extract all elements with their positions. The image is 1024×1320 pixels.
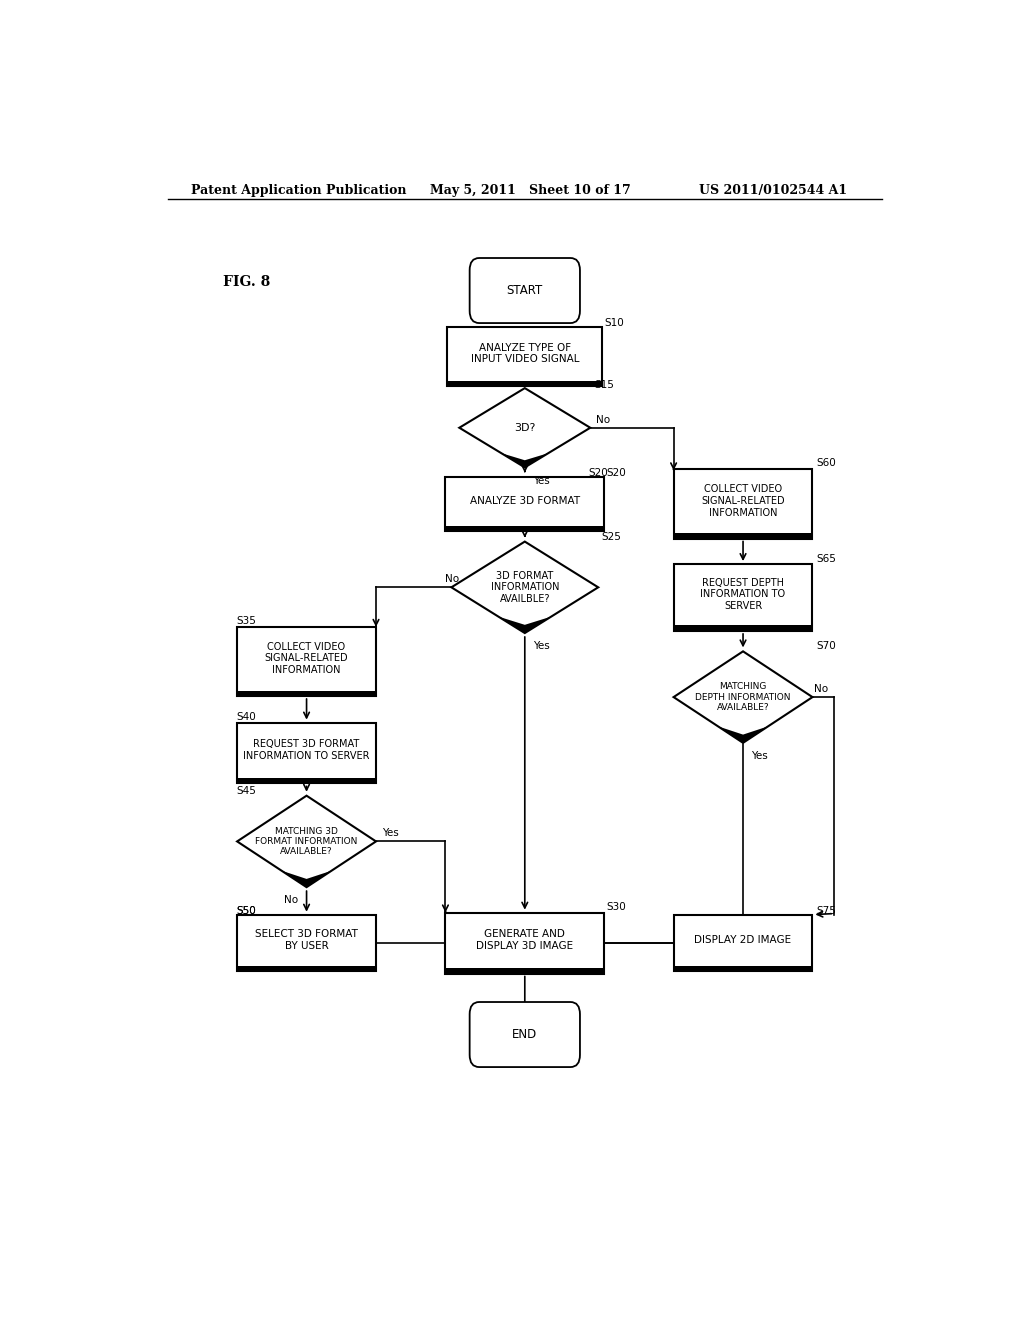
Text: FIG. 8: FIG. 8	[223, 276, 270, 289]
Bar	[674, 565, 812, 631]
Polygon shape	[499, 616, 551, 634]
Bar	[674, 915, 812, 972]
Text: S30: S30	[606, 903, 627, 912]
Text: No: No	[814, 684, 828, 694]
Bar	[674, 966, 812, 972]
Text: Yes: Yes	[751, 751, 768, 762]
Text: S50: S50	[237, 906, 256, 916]
Text: S10: S10	[604, 318, 624, 329]
Bar	[238, 966, 376, 972]
Text: Patent Application Publication: Patent Application Publication	[191, 183, 407, 197]
Bar	[445, 969, 604, 974]
Text: S15: S15	[595, 380, 614, 389]
Text: END: END	[512, 1028, 538, 1041]
Bar	[238, 779, 376, 784]
FancyBboxPatch shape	[470, 257, 580, 323]
Text: S40: S40	[237, 713, 256, 722]
Text: S50: S50	[237, 906, 256, 916]
Bar	[238, 690, 376, 696]
Text: S70: S70	[817, 642, 837, 651]
Polygon shape	[238, 796, 376, 887]
Bar	[238, 915, 376, 972]
Text: 3D?: 3D?	[514, 422, 536, 433]
Text: S45: S45	[237, 785, 257, 796]
Bar	[674, 626, 812, 631]
Text: S25: S25	[602, 532, 622, 541]
Text: MATCHING
DEPTH INFORMATION
AVAILABLE?: MATCHING DEPTH INFORMATION AVAILABLE?	[695, 682, 791, 711]
Bar	[445, 912, 604, 974]
Bar	[447, 381, 602, 385]
Text: 3D FORMAT
INFORMATION
AVAILBLE?: 3D FORMAT INFORMATION AVAILBLE?	[490, 570, 559, 605]
Text: S20: S20	[606, 469, 627, 478]
Polygon shape	[718, 726, 768, 743]
Text: COLLECT VIDEO
SIGNAL-RELATED
INFORMATION: COLLECT VIDEO SIGNAL-RELATED INFORMATION	[265, 642, 348, 675]
Text: START: START	[507, 284, 543, 297]
Polygon shape	[282, 871, 332, 887]
Text: Yes: Yes	[532, 475, 550, 486]
Polygon shape	[452, 541, 598, 634]
Bar	[447, 327, 602, 385]
Text: SELECT 3D FORMAT
BY USER: SELECT 3D FORMAT BY USER	[255, 929, 358, 950]
Text: S20: S20	[588, 469, 608, 478]
Bar	[674, 533, 812, 539]
Text: MATCHING 3D
FORMAT INFORMATION
AVAILABLE?: MATCHING 3D FORMAT INFORMATION AVAILABLE…	[255, 826, 357, 857]
Bar	[238, 627, 376, 696]
Text: ANALYZE TYPE OF
INPUT VIDEO SIGNAL: ANALYZE TYPE OF INPUT VIDEO SIGNAL	[471, 343, 579, 364]
Text: REQUEST DEPTH
INFORMATION TO
SERVER: REQUEST DEPTH INFORMATION TO SERVER	[700, 578, 785, 611]
Text: ANALYZE 3D FORMAT: ANALYZE 3D FORMAT	[470, 496, 580, 506]
Bar	[674, 470, 812, 539]
FancyBboxPatch shape	[470, 1002, 580, 1067]
Text: COLLECT VIDEO
SIGNAL-RELATED
INFORMATION: COLLECT VIDEO SIGNAL-RELATED INFORMATION	[701, 484, 784, 517]
Text: US 2011/0102544 A1: US 2011/0102544 A1	[699, 183, 848, 197]
Text: Yes: Yes	[532, 642, 550, 651]
Polygon shape	[460, 388, 590, 467]
Text: S75: S75	[817, 906, 837, 916]
Text: GENERATE AND
DISPLAY 3D IMAGE: GENERATE AND DISPLAY 3D IMAGE	[476, 929, 573, 950]
Text: No: No	[596, 414, 610, 425]
Bar	[445, 525, 604, 531]
Text: REQUEST 3D FORMAT
INFORMATION TO SERVER: REQUEST 3D FORMAT INFORMATION TO SERVER	[244, 739, 370, 760]
Polygon shape	[674, 651, 812, 743]
Bar	[445, 477, 604, 531]
Text: S65: S65	[816, 554, 836, 564]
Text: No: No	[445, 574, 460, 585]
Text: S60: S60	[816, 458, 836, 469]
Text: S35: S35	[237, 616, 257, 626]
Text: Yes: Yes	[382, 828, 398, 838]
Text: May 5, 2011   Sheet 10 of 17: May 5, 2011 Sheet 10 of 17	[430, 183, 631, 197]
Text: DISPLAY 2D IMAGE: DISPLAY 2D IMAGE	[694, 935, 792, 945]
Text: No: No	[285, 895, 299, 906]
Polygon shape	[501, 453, 549, 467]
Bar	[238, 722, 376, 784]
